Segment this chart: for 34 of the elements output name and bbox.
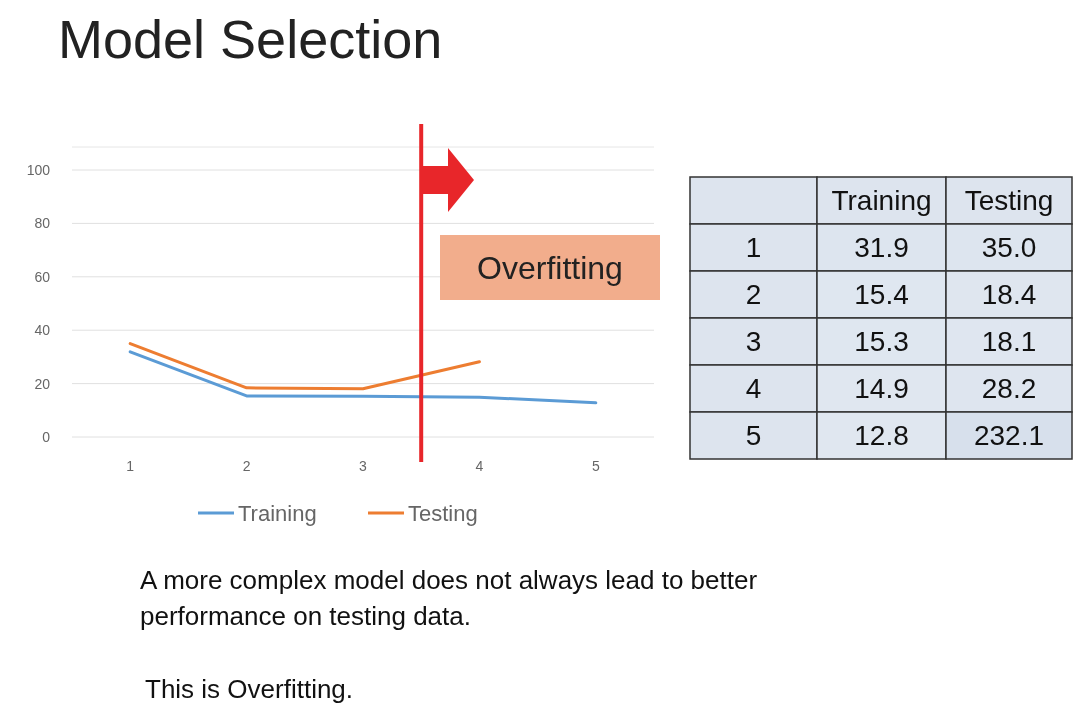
line-series (128, 350, 598, 405)
data-label: 28.2 (981, 373, 1037, 405)
text: A more complex model does not always lead to better performance on testing data. (140, 564, 759, 633)
x-tick-label: 1 (126, 458, 135, 474)
legend-label: Testing (408, 500, 478, 526)
data-label: 31.9 (854, 232, 909, 264)
data-label: 232.1 (973, 420, 1045, 452)
x-tick-label: 3 (359, 458, 368, 474)
y-tick-label: 3 (745, 326, 762, 358)
y-tick-label: 100 (26, 161, 51, 178)
data-label: 14.9 (854, 373, 909, 405)
data-label: 15.3 (854, 326, 909, 358)
legend-label: Training (238, 500, 317, 526)
y-tick-label: 2 (745, 279, 762, 311)
chart-title: Model Selection (58, 9, 443, 69)
line-series (128, 342, 481, 391)
x-tick-label: 5 (591, 458, 600, 474)
data-label: 15.4 (854, 279, 909, 311)
data-label: 12.8 (854, 420, 909, 452)
data-label: 35.0 (981, 232, 1037, 264)
y-tick-label: 5 (745, 420, 762, 452)
y-tick-label: 40 (34, 322, 51, 339)
x-tick-label: 2 (242, 458, 251, 474)
data-label: 18.4 (981, 279, 1037, 311)
y-tick-label: 0 (42, 428, 51, 445)
text: This is Overfitting. (145, 674, 354, 704)
y-tick-label: 60 (34, 268, 51, 285)
y-tick-label: 80 (34, 215, 51, 232)
y-tick-label: 20 (34, 375, 51, 392)
annotation: Overfitting (477, 250, 623, 286)
x-tick-label: 4 (475, 458, 484, 474)
data-label: 18.1 (981, 326, 1037, 358)
y-tick-label: 4 (745, 373, 762, 405)
y-tick-label: 1 (745, 232, 762, 264)
